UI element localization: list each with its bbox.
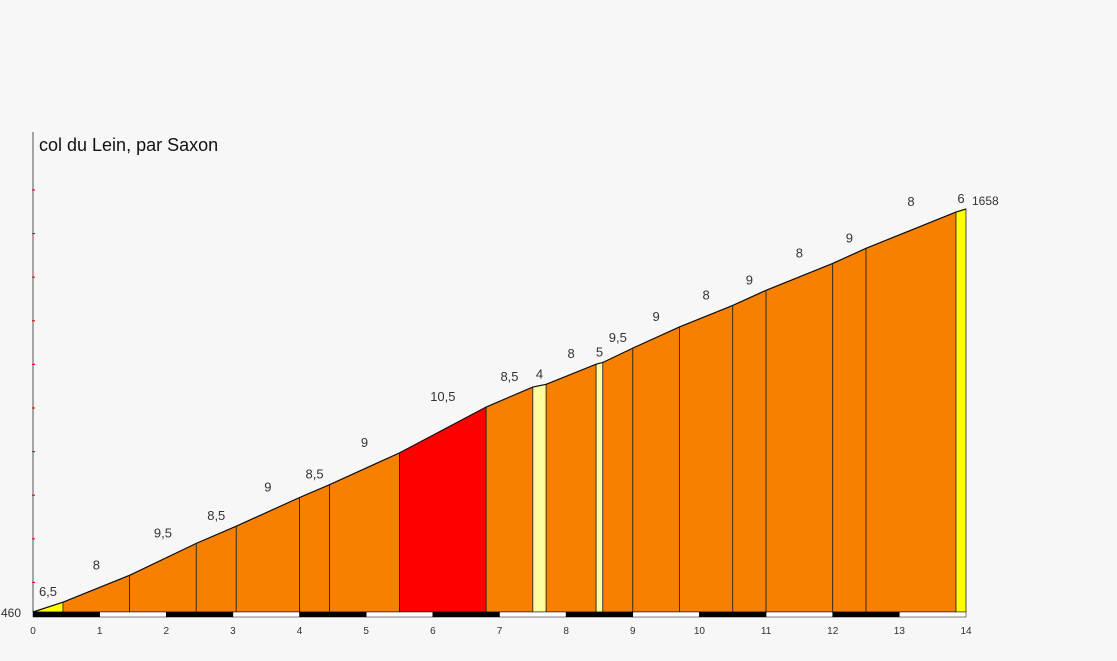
x-tick-label: 6: [430, 626, 436, 637]
km-bar-segment: [166, 611, 234, 618]
grade-label: 8: [93, 557, 100, 572]
grade-label: 4: [536, 366, 543, 381]
profile-segment: [632, 326, 680, 613]
km-scale-bar: [32, 611, 967, 618]
x-tick-label: 0: [30, 626, 36, 637]
profile-segment: [545, 363, 597, 613]
profile-segment: [195, 525, 237, 613]
grade-label: 9,5: [609, 330, 627, 345]
x-tick-label: 10: [694, 626, 706, 637]
grade-label: 8: [796, 245, 803, 260]
profile-outline: [32, 208, 967, 613]
grade-label: 8,5: [500, 369, 518, 384]
profile-segment: [62, 574, 131, 613]
x-tick-label: 2: [164, 626, 170, 637]
profile-segment: [865, 211, 957, 613]
x-tick-label: 14: [960, 626, 972, 637]
km-bar-segment: [432, 611, 500, 618]
km-bar-segment: [99, 611, 167, 618]
profile-segment: [955, 208, 967, 613]
km-bar-segment: [499, 611, 567, 618]
grade-label: 9: [652, 309, 659, 324]
grade-label: 10,5: [430, 389, 455, 404]
grade-label: 8: [907, 194, 914, 209]
x-tick-label: 7: [497, 626, 503, 637]
grade-label: 9,5: [154, 525, 172, 540]
x-axis-ticks: 0 1 2 3 4 5 6 7 8 9 10 11 12 13 14: [30, 626, 972, 637]
grade-label: 8: [568, 346, 575, 361]
profile-segment: [602, 347, 634, 613]
grade-label: 9: [746, 272, 753, 287]
x-tick-label: 8: [563, 626, 569, 637]
km-bar-segment: [32, 611, 100, 618]
end-altitude-label: 1658: [972, 194, 999, 208]
profile-segment: [679, 304, 734, 613]
grade-label: 9: [264, 479, 271, 494]
profile-segment: [532, 383, 547, 613]
km-bar-segment: [232, 611, 300, 618]
x-tick-label: 13: [894, 626, 906, 637]
profile-segment: [299, 484, 330, 613]
x-tick-label: 5: [363, 626, 369, 637]
profile-segment: [832, 247, 867, 613]
km-bar-segment: [299, 611, 367, 618]
km-bar-segment: [832, 611, 900, 618]
start-altitude-label: 460: [1, 606, 21, 620]
grade-labels: 6,5 8 9,5 8,5 9 8,5 9 10,5 8,5 4 8 5 9,5 9 8 9 8 9 8 6: [39, 191, 965, 599]
chart-title: col du Lein, par Saxon: [39, 135, 218, 155]
km-bar-segment: [899, 611, 967, 618]
grade-label: 9: [846, 230, 853, 245]
grade-label: 8,5: [207, 508, 225, 523]
grade-label: 8,5: [306, 467, 324, 482]
y-axis-ticks: [32, 189, 35, 583]
grade-label: 8: [702, 287, 709, 302]
profile-segment: [595, 361, 604, 613]
profile-segment: [732, 289, 767, 613]
profile-segment: [765, 262, 834, 613]
grade-label: 5: [596, 344, 603, 359]
profile-segment: [235, 496, 300, 613]
km-bar-segment: [765, 611, 833, 618]
x-tick-label: 4: [297, 626, 303, 637]
x-tick-label: 1: [97, 626, 103, 637]
km-bar-segment: [565, 611, 634, 618]
grade-label: 6: [957, 191, 964, 206]
profile-segments: [32, 208, 967, 613]
grade-label: 6,5: [39, 584, 57, 599]
x-tick-label: 3: [230, 626, 236, 637]
x-tick-label: 9: [630, 626, 636, 637]
grade-label: 9: [361, 435, 368, 450]
km-bar-segment: [632, 611, 700, 618]
km-bar-segment: [699, 611, 767, 618]
km-bar-segment: [365, 611, 434, 618]
profile-segment: [485, 386, 534, 613]
x-tick-label: 12: [827, 626, 839, 637]
profile-segment: [129, 542, 197, 613]
x-tick-label: 11: [761, 626, 772, 637]
profile-segment: [329, 452, 400, 613]
profile-segment: [399, 406, 487, 613]
